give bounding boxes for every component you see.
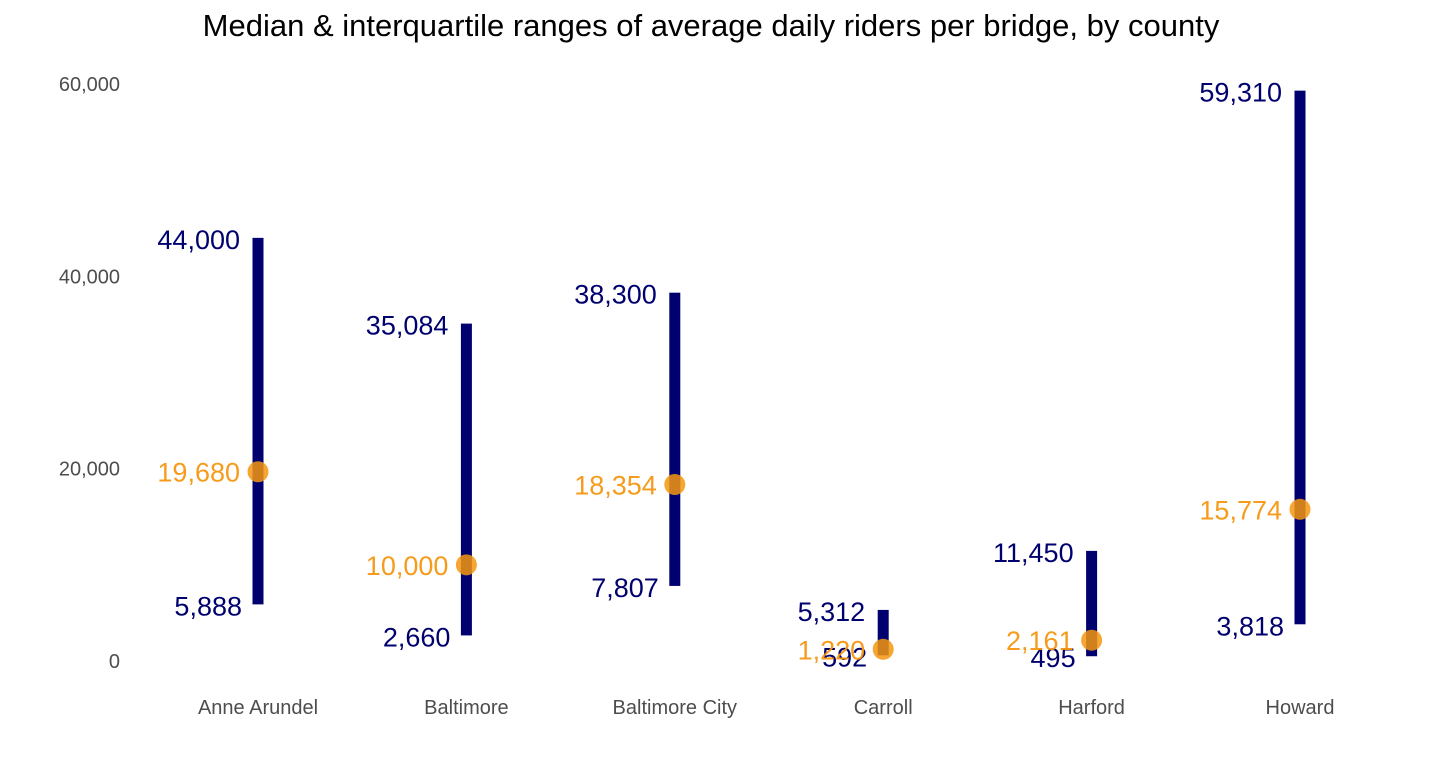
q1-value-label: 3,818 xyxy=(1216,611,1284,641)
x-tick-label: Howard xyxy=(1266,697,1335,719)
median-point xyxy=(1289,498,1311,520)
iqr-range-bar xyxy=(669,292,681,586)
value-labels: 44,000 5,888 19,680 35,084 2,660 10,000 38,300… xyxy=(157,78,1284,674)
median-point xyxy=(247,461,269,483)
y-axis: 0 20,000 40,000 60,000 xyxy=(59,74,120,673)
iqr-range-bar xyxy=(877,609,889,656)
median-value-label: 1,220 xyxy=(798,635,866,665)
median-point xyxy=(872,638,894,660)
q1-value-label: 495 xyxy=(1031,643,1076,673)
x-tick-label: Harford xyxy=(1058,697,1125,719)
median-value-label: 18,354 xyxy=(574,470,657,500)
y-tick-label: 40,000 xyxy=(59,266,120,288)
range-series xyxy=(247,90,1311,660)
iqr-range-bar xyxy=(1086,550,1098,657)
q3-value-label: 5,312 xyxy=(798,597,866,627)
x-tick-label: Anne Arundel xyxy=(198,697,318,719)
y-tick-label: 60,000 xyxy=(59,74,120,96)
q1-value-label: 5,888 xyxy=(174,591,242,621)
y-tick-label: 0 xyxy=(109,651,120,673)
median-value-label: 2,161 xyxy=(1006,626,1074,656)
iqr-range-bar xyxy=(252,237,264,605)
median-point xyxy=(664,473,686,495)
median-point xyxy=(455,554,477,576)
y-tick-label: 20,000 xyxy=(59,459,120,481)
q1-value-label: 7,807 xyxy=(591,573,659,603)
x-tick-label: Baltimore xyxy=(424,697,508,719)
x-axis: Anne Arundel Baltimore Baltimore City Carro… xyxy=(198,697,1335,719)
q1-value-label: 592 xyxy=(822,642,867,672)
q3-value-label: 35,084 xyxy=(366,311,449,341)
x-tick-label: Carroll xyxy=(854,697,913,719)
median-value-label: 10,000 xyxy=(366,551,449,581)
chart-title: Median & interquartile ranges of average… xyxy=(202,8,1220,43)
q3-value-label: 44,000 xyxy=(157,225,240,255)
median-point xyxy=(1081,629,1103,651)
q3-value-label: 59,310 xyxy=(1199,78,1282,108)
median-value-label: 15,774 xyxy=(1199,495,1282,525)
x-tick-label: Baltimore City xyxy=(613,697,737,719)
q1-value-label: 2,660 xyxy=(383,622,451,652)
median-value-label: 19,680 xyxy=(157,458,240,488)
q3-value-label: 11,450 xyxy=(993,538,1074,568)
iqr-range-bar xyxy=(1294,90,1306,625)
iqr-range-bar xyxy=(460,323,472,636)
q3-value-label: 38,300 xyxy=(574,280,657,310)
